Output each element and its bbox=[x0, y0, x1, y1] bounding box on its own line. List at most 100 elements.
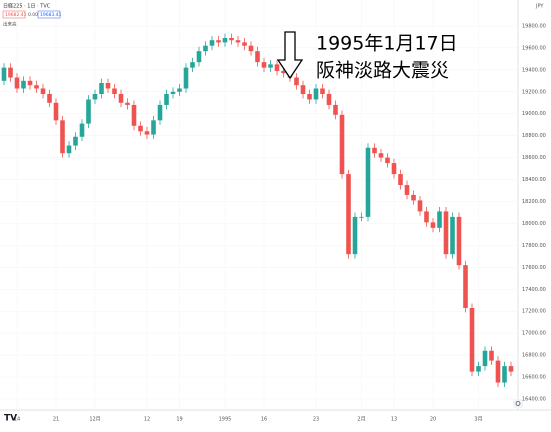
price-box-text: 19683.41 bbox=[40, 12, 62, 18]
candle-body bbox=[385, 157, 390, 164]
arrow bbox=[276, 31, 304, 80]
x-tick-label: 20 bbox=[430, 417, 436, 423]
candle-body bbox=[60, 120, 65, 154]
y-tick-label: 18000.00 bbox=[522, 221, 546, 227]
candle-body bbox=[196, 51, 202, 63]
candle-body bbox=[66, 145, 72, 154]
candle-body bbox=[99, 83, 104, 94]
candle-body bbox=[508, 366, 514, 372]
candle-body bbox=[320, 88, 325, 94]
y-tick-label: 16800.00 bbox=[522, 353, 546, 359]
y-tick-label: 17000.00 bbox=[522, 331, 546, 337]
y-tick-label: 16600.00 bbox=[522, 375, 546, 381]
price-box bbox=[37, 10, 61, 19]
candle-body bbox=[281, 70, 286, 74]
candle-body bbox=[157, 104, 163, 121]
y-tick-label: 19400.00 bbox=[522, 67, 546, 73]
candle-body bbox=[216, 40, 221, 43]
candle-body bbox=[359, 216, 364, 218]
candle-body bbox=[73, 136, 78, 146]
candle-body bbox=[138, 125, 143, 132]
price-box-text: 19682.41 bbox=[5, 12, 27, 18]
candle-body bbox=[495, 360, 501, 383]
candle-body bbox=[326, 93, 332, 105]
candle-body bbox=[242, 42, 247, 46]
candle-body bbox=[92, 93, 98, 100]
candle-body bbox=[14, 77, 20, 89]
candle-body bbox=[372, 147, 377, 154]
plot bbox=[0, 0, 518, 410]
candle-body bbox=[151, 120, 156, 135]
candle-body bbox=[450, 216, 455, 255]
candle-body bbox=[34, 85, 39, 89]
candle-body bbox=[352, 216, 358, 255]
candle-body bbox=[463, 265, 468, 308]
candle-body bbox=[313, 88, 319, 100]
logo: TV bbox=[4, 414, 17, 424]
candle-body bbox=[27, 80, 33, 86]
settings-icon[interactable] bbox=[515, 401, 521, 406]
y-tick-label: 17200.00 bbox=[522, 309, 546, 315]
candle-body bbox=[170, 91, 176, 94]
candle-body bbox=[417, 200, 423, 212]
candle-body bbox=[469, 307, 475, 372]
candle-body bbox=[1, 67, 7, 81]
candle-body bbox=[502, 366, 507, 383]
symbol-label: 日経225 · 1日 · TVC bbox=[3, 3, 51, 10]
candle-body bbox=[203, 45, 208, 52]
candle-body bbox=[346, 174, 351, 255]
candle-body bbox=[294, 77, 299, 86]
x-tick-label: 12月 bbox=[89, 417, 100, 423]
candle-body bbox=[222, 38, 228, 43]
x-tick-label: 1995 bbox=[219, 417, 232, 423]
y-tick-label: 16400.00 bbox=[522, 397, 546, 403]
candle-body bbox=[300, 85, 306, 94]
candle-body bbox=[125, 102, 130, 105]
x-tick-label: 21 bbox=[53, 417, 59, 423]
currency-label: JPY bbox=[535, 4, 544, 10]
candle-body bbox=[443, 211, 449, 255]
y-tick-label: 17400.00 bbox=[522, 287, 546, 293]
x-tick-label: 23 bbox=[313, 417, 319, 423]
candle-body bbox=[40, 88, 46, 94]
candle-body bbox=[86, 99, 91, 124]
y-tick-label: 18400.00 bbox=[522, 177, 546, 183]
price-box-text: 0.00 bbox=[28, 12, 38, 18]
y-tick-label: 17600.00 bbox=[522, 265, 546, 271]
candle-body bbox=[482, 350, 488, 367]
y-tick-label: 18600.00 bbox=[522, 155, 546, 161]
settings-button[interactable] bbox=[513, 399, 523, 408]
candle-body bbox=[476, 366, 481, 372]
x-tick-label: 12 bbox=[144, 417, 150, 423]
y-tick-label: 17800.00 bbox=[522, 243, 546, 249]
y-tick-label: 19000.00 bbox=[522, 111, 546, 117]
candle-body bbox=[183, 67, 189, 89]
x-tick-label: 13 bbox=[391, 417, 397, 423]
candle-body bbox=[411, 194, 416, 201]
candle-body bbox=[430, 222, 436, 228]
annotation: 1995年1月17日 bbox=[316, 33, 458, 55]
candle-body bbox=[248, 45, 254, 52]
candle-body bbox=[489, 350, 494, 361]
candle-body bbox=[177, 88, 182, 92]
candle-body bbox=[118, 93, 124, 103]
candle-body bbox=[268, 64, 273, 68]
candle-body bbox=[261, 62, 267, 68]
x-tick-label: 19 bbox=[176, 417, 182, 423]
candle-body bbox=[112, 88, 117, 94]
candle-body bbox=[255, 51, 260, 63]
volume-label: 出来高 bbox=[3, 21, 17, 28]
candle-body bbox=[144, 131, 150, 135]
candle-body bbox=[47, 93, 52, 103]
candle-body bbox=[105, 83, 111, 89]
candle-body bbox=[456, 216, 462, 266]
x-tick-label: 2月 bbox=[357, 417, 365, 423]
candle-body bbox=[164, 93, 169, 105]
annotation: 阪神淡路大震災 bbox=[316, 60, 449, 82]
candle-body bbox=[307, 93, 312, 100]
y-tick-label: 19600.00 bbox=[522, 45, 546, 51]
candle-body bbox=[274, 64, 280, 71]
candle-body bbox=[378, 153, 384, 158]
